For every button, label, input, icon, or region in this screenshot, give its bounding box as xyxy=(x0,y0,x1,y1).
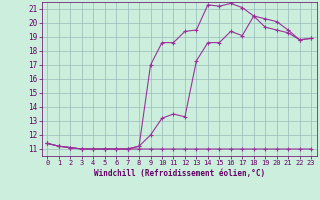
X-axis label: Windchill (Refroidissement éolien,°C): Windchill (Refroidissement éolien,°C) xyxy=(94,169,265,178)
